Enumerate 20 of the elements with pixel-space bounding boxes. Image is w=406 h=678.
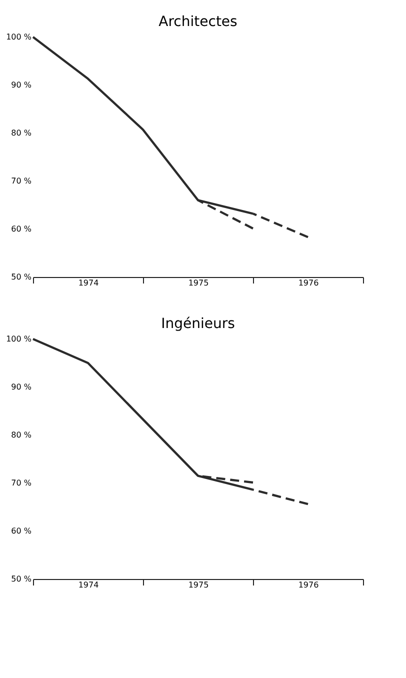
y-tick-label: 80 % bbox=[11, 128, 32, 138]
chart-title: Ingénieurs bbox=[161, 316, 235, 332]
x-tick-label: 1974 bbox=[78, 580, 99, 590]
x-tick-label: 1976 bbox=[298, 580, 319, 590]
x-tick-label: 1974 bbox=[78, 278, 99, 288]
x-tick-label: 1975 bbox=[188, 580, 209, 590]
y-tick-label: 90 % bbox=[11, 80, 32, 90]
x-tick-label: 1975 bbox=[188, 278, 209, 288]
x-tick-label: 1976 bbox=[298, 278, 319, 288]
y-tick-label: 60 % bbox=[11, 224, 32, 234]
y-tick-label: 50 % bbox=[11, 574, 32, 584]
y-tick-label: 100 % bbox=[6, 334, 32, 344]
y-tick-label: 90 % bbox=[11, 382, 32, 392]
y-tick-label: 50 % bbox=[11, 272, 32, 282]
y-tick-label: 70 % bbox=[11, 176, 32, 186]
y-tick-label: 70 % bbox=[11, 478, 32, 488]
y-tick-label: 60 % bbox=[11, 526, 32, 536]
y-tick-label: 100 % bbox=[6, 32, 32, 42]
chart-title: Architectes bbox=[158, 14, 238, 30]
y-tick-label: 80 % bbox=[11, 430, 32, 440]
